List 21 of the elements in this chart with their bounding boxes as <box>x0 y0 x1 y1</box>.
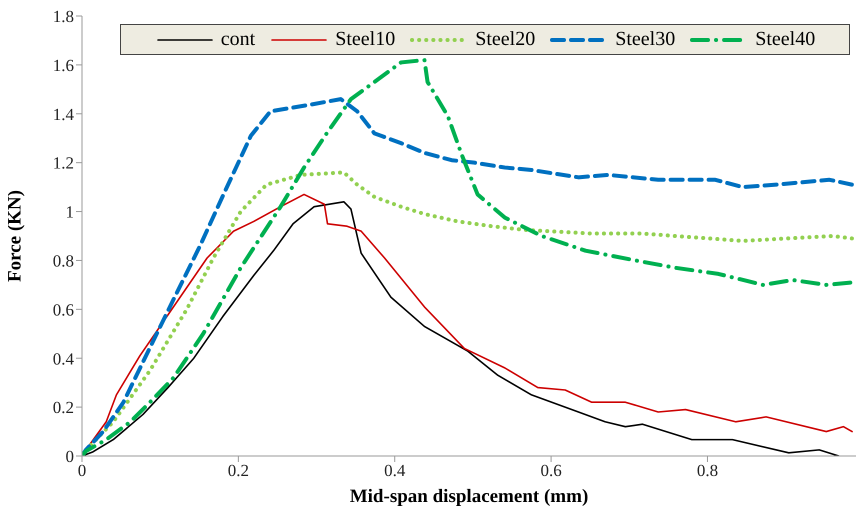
y-tick-label: 1.4 <box>52 104 74 124</box>
legend-label: Steel20 <box>475 28 536 51</box>
y-tick-label: 0.2 <box>52 398 74 418</box>
legend-label: Steel30 <box>615 28 676 51</box>
x-tick-label: 0.2 <box>228 461 249 480</box>
x-tick-label: 0 <box>78 461 86 480</box>
y-tick-label: 1 <box>66 202 74 222</box>
legend-label: Steel40 <box>755 28 816 51</box>
x-tick-label: 0.4 <box>384 461 406 480</box>
y-tick-label: 0.4 <box>52 349 74 368</box>
y-tick-label: 0.6 <box>52 300 74 320</box>
y-tick-label: 0 <box>66 447 74 466</box>
y-tick-label: 1.8 <box>52 7 74 26</box>
y-tick-label: 1.2 <box>52 154 74 173</box>
x-axis-title: Mid-span displacement (mm) <box>350 486 588 507</box>
y-tick-label: 1.6 <box>52 56 74 75</box>
x-tick-label: 0.8 <box>696 461 718 480</box>
y-tick-label: 0.8 <box>52 251 74 270</box>
x-tick-label: 0.6 <box>540 461 562 480</box>
legend-label: Steel10 <box>335 28 396 51</box>
legend-label: cont <box>220 28 256 51</box>
